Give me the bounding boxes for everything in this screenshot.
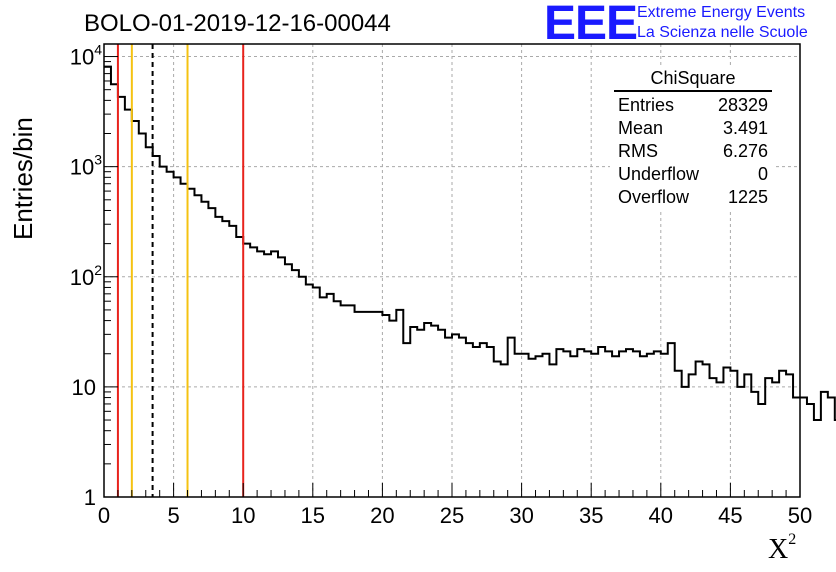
x-tick-label: 20 bbox=[370, 503, 394, 528]
stats-row-rms: RMS 6.276 bbox=[610, 140, 776, 163]
stats-row-underflow: Underflow 0 bbox=[610, 163, 776, 186]
y-tick-exponent: 3 bbox=[94, 152, 102, 168]
y-tick-base: 10 bbox=[70, 155, 94, 180]
x-tick-label: 50 bbox=[788, 503, 812, 528]
x-tick-label: 10 bbox=[231, 503, 255, 528]
stats-value: 28329 bbox=[717, 95, 768, 115]
x-tick-label: 45 bbox=[718, 503, 742, 528]
stats-value: 0 bbox=[757, 164, 768, 184]
stats-value: 6.276 bbox=[722, 141, 768, 161]
eee-logo: EEE bbox=[544, 0, 638, 50]
x-axis-label: X2 bbox=[768, 530, 797, 566]
chart-title: BOLO-01-2019-12-16-00044 bbox=[84, 10, 391, 37]
x-tick-label: 40 bbox=[649, 503, 673, 528]
eee-logo-line1: Extreme Energy Events bbox=[637, 4, 806, 21]
stats-label: Underflow bbox=[618, 164, 700, 184]
y-tick-label: 10 bbox=[72, 375, 96, 400]
stats-value: 3.491 bbox=[722, 118, 768, 138]
stats-row-overflow: Overflow 1225 bbox=[610, 186, 776, 209]
stats-value: 1225 bbox=[727, 187, 768, 207]
x-tick-label: 15 bbox=[301, 503, 325, 528]
stats-title: ChiSquare bbox=[614, 66, 772, 92]
y-tick-base: 10 bbox=[70, 45, 94, 70]
stats-label: Mean bbox=[618, 118, 664, 138]
x-tick-label: 25 bbox=[440, 503, 464, 528]
stats-row-mean: Mean 3.491 bbox=[610, 117, 776, 140]
x-tick-label: 30 bbox=[509, 503, 533, 528]
stats-label: RMS bbox=[618, 141, 658, 161]
y-tick-label: 1 bbox=[84, 485, 96, 510]
y-tick-exponent: 4 bbox=[94, 42, 102, 58]
x-tick-label: 0 bbox=[98, 503, 110, 528]
x-tick-label: 35 bbox=[579, 503, 603, 528]
y-tick-base: 10 bbox=[70, 265, 94, 290]
stats-label: Overflow bbox=[618, 187, 690, 207]
y-tick-label: 102 bbox=[70, 262, 102, 290]
y-tick-exponent: 2 bbox=[94, 262, 102, 278]
y-axis-label: Entries/bin bbox=[8, 117, 38, 240]
x-axis-label-text: X bbox=[768, 534, 789, 565]
stats-label: Entries bbox=[618, 95, 675, 115]
stats-row-entries: Entries 28329 bbox=[610, 94, 776, 117]
histogram-series bbox=[104, 65, 836, 422]
x-tick-label: 5 bbox=[167, 503, 179, 528]
stats-box: ChiSquare Entries 28329 Mean 3.491 RMS 6… bbox=[610, 66, 776, 209]
y-tick-label: 103 bbox=[70, 152, 102, 180]
y-tick-label: 104 bbox=[70, 42, 102, 70]
x-axis-label-exponent: 2 bbox=[788, 530, 797, 548]
eee-logo-line2: La Scienza nelle Scuole bbox=[637, 24, 808, 41]
